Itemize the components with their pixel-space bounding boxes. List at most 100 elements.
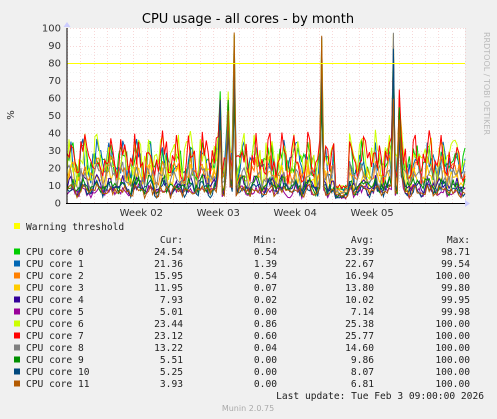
y-tick-label: 20: [48, 164, 61, 175]
col-cur-header: Cur:: [160, 235, 183, 246]
chart-title: CPU usage - all cores - by month: [142, 12, 354, 27]
legend-max: 99.95: [441, 295, 470, 306]
warning-label: Warning threshold: [26, 222, 124, 233]
legend: CPU core 0 24.54 0.54 23.39 98.71 CPU core 1 2…: [14, 247, 470, 390]
col-avg-header: Avg:: [351, 235, 374, 246]
legend-max: 100.00: [435, 367, 470, 378]
legend-avg: 22.67: [345, 259, 374, 270]
legend-name: CPU core 0: [26, 247, 84, 258]
legend-avg: 8.07: [351, 367, 374, 378]
x-tick-label: Week 03: [197, 208, 240, 219]
legend-name: CPU core 6: [26, 319, 84, 330]
legend-swatch: [14, 332, 20, 339]
munin-version: Munin 2.0.75: [222, 404, 274, 413]
legend-min: 0.86: [254, 319, 277, 330]
y-tick-label: 100: [42, 24, 61, 35]
legend-avg: 13.80: [345, 283, 374, 294]
x-tick-label: Week 04: [274, 208, 317, 219]
legend-avg: 10.02: [345, 295, 374, 306]
legend-cur: 5.01: [160, 307, 183, 318]
legend-name: CPU core 10: [26, 367, 90, 378]
legend-min: 0.00: [254, 307, 277, 318]
legend-max: 100.00: [435, 331, 470, 342]
legend-avg: 9.86: [351, 355, 374, 366]
col-min-header: Min:: [254, 235, 277, 246]
legend-min: 0.00: [254, 379, 277, 390]
legend-avg: 25.77: [345, 331, 374, 342]
legend-swatch: [14, 272, 20, 279]
y-tick-label: 0: [55, 199, 61, 210]
legend-min: 0.04: [254, 343, 277, 354]
legend-swatch: [14, 296, 20, 303]
legend-cur: 7.93: [160, 295, 183, 306]
y-tick-label: 50: [48, 111, 61, 122]
y-tick-labels: 0 10 20 30 40 50 60 70 80 90 100: [42, 24, 61, 210]
legend-name: CPU core 4: [26, 295, 84, 306]
legend-swatch: [14, 248, 20, 255]
x-tick-label: Week 05: [350, 208, 393, 219]
series-line-core-11: [66, 32, 466, 200]
legend-swatch: [14, 380, 20, 387]
y-axis-label: %: [6, 110, 17, 120]
legend-swatch: [14, 368, 20, 375]
y-tick-label: 40: [48, 129, 61, 140]
legend-name: CPU core 7: [26, 331, 84, 342]
legend-name: CPU core 1: [26, 259, 84, 270]
legend-min: 0.00: [254, 355, 277, 366]
x-tick-label: Week 02: [120, 208, 163, 219]
legend-avg: 25.38: [345, 319, 374, 330]
legend-min: 0.60: [254, 331, 277, 342]
legend-max: 98.71: [441, 247, 470, 258]
x-axis-arrow-icon: [465, 200, 470, 207]
y-tick-label: 90: [48, 41, 61, 52]
legend-cur: 24.54: [154, 247, 183, 258]
legend-name: CPU core 11: [26, 379, 90, 390]
legend-avg: 7.14: [351, 307, 374, 318]
legend-min: 0.02: [254, 295, 277, 306]
legend-cur: 15.95: [154, 271, 183, 282]
legend-cur: 11.95: [154, 283, 183, 294]
legend-min: 1.39: [254, 259, 277, 270]
legend-min: 0.00: [254, 367, 277, 378]
y-tick-label: 60: [48, 94, 61, 105]
legend-swatch: [14, 284, 20, 291]
legend-cur: 3.93: [160, 379, 183, 390]
legend-cur: 5.51: [160, 355, 183, 366]
legend-max: 100.00: [435, 319, 470, 330]
legend-max: 100.00: [435, 271, 470, 282]
last-update: Last update: Tue Feb 3 09:00:00 2026: [276, 391, 484, 402]
legend-min: 0.07: [254, 283, 277, 294]
legend-swatch: [14, 344, 20, 351]
col-max-header: Max:: [447, 235, 470, 246]
series-lines: [66, 32, 466, 201]
legend-name: CPU core 9: [26, 355, 84, 366]
y-tick-label: 10: [48, 181, 61, 192]
legend-min: 0.54: [254, 271, 277, 282]
legend-max: 99.54: [441, 259, 470, 270]
legend-swatch: [14, 320, 20, 327]
y-tick-label: 70: [48, 76, 61, 87]
legend-min: 0.54: [254, 247, 277, 258]
legend-max: 100.00: [435, 355, 470, 366]
legend-avg: 23.39: [345, 247, 374, 258]
legend-swatch: [14, 260, 20, 267]
legend-avg: 6.81: [351, 379, 374, 390]
legend-swatch: [14, 308, 20, 315]
legend-avg: 16.94: [345, 271, 374, 282]
legend-avg: 14.60: [345, 343, 374, 354]
x-tick-labels: Week 02 Week 03 Week 04 Week 05: [120, 208, 394, 219]
legend-name: CPU core 5: [26, 307, 84, 318]
legend-max: 100.00: [435, 379, 470, 390]
legend-max: 99.98: [441, 307, 470, 318]
y-tick-label: 30: [48, 146, 61, 157]
legend-cur: 23.12: [154, 331, 183, 342]
legend-max: 99.80: [441, 283, 470, 294]
legend-name: CPU core 2: [26, 271, 84, 282]
legend-max: 100.00: [435, 343, 470, 354]
legend-cur: 5.25: [160, 367, 183, 378]
rrdtool-credit: RRDTOOL / TOBI OETIKER: [482, 32, 491, 135]
legend-cur: 23.44: [154, 319, 183, 330]
warning-swatch: [14, 223, 20, 229]
legend-cur: 13.22: [154, 343, 183, 354]
